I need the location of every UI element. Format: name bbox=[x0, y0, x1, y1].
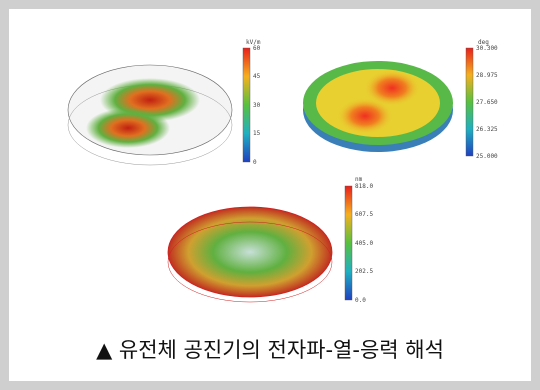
caption: ▲ 유전체 공진기의 전자파-열-응력 해석 bbox=[96, 338, 444, 362]
colorbar-tick: 45 bbox=[253, 73, 261, 80]
colorbar-unit: deg bbox=[478, 39, 489, 46]
colorbar-tick: 60 bbox=[253, 45, 261, 52]
colorbar-tick: 26.325 bbox=[476, 126, 498, 133]
thermal-plot: deg 30.300 28.975 27.650 26.325 25.000 bbox=[303, 39, 498, 160]
colorbar-tick: 30.300 bbox=[476, 45, 498, 52]
colorbar-tick: 607.5 bbox=[355, 211, 373, 218]
colorbar-tick: 0.0 bbox=[355, 297, 366, 304]
colorbar-tick: 27.650 bbox=[476, 99, 498, 106]
colorbar-tick: 25.000 bbox=[476, 153, 498, 160]
colorbar-tick: 15 bbox=[253, 130, 261, 137]
colorbar-unit: kV/m bbox=[246, 39, 261, 46]
colorbar-tick: 405.0 bbox=[355, 240, 373, 247]
colorbar-tick: 0 bbox=[253, 159, 257, 166]
field-plot: kV/m 60 45 30 15 0 bbox=[67, 39, 261, 166]
colorbar-unit: nm bbox=[355, 176, 363, 183]
stress-plot: nm 818.0 607.5 405.0 202.5 0.0 bbox=[167, 176, 373, 304]
colorbar-tick: 30 bbox=[253, 102, 261, 109]
colorbar-tick: 818.0 bbox=[355, 183, 373, 190]
colorbar-tick: 28.975 bbox=[476, 72, 498, 79]
colorbar-tick: 202.5 bbox=[355, 268, 373, 275]
